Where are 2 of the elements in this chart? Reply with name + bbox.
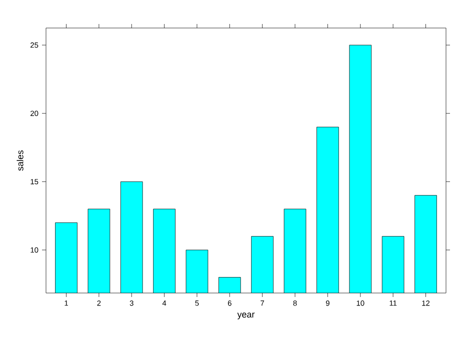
x-axis-title: year	[237, 312, 255, 320]
y-axis-title: sales	[16, 150, 24, 171]
